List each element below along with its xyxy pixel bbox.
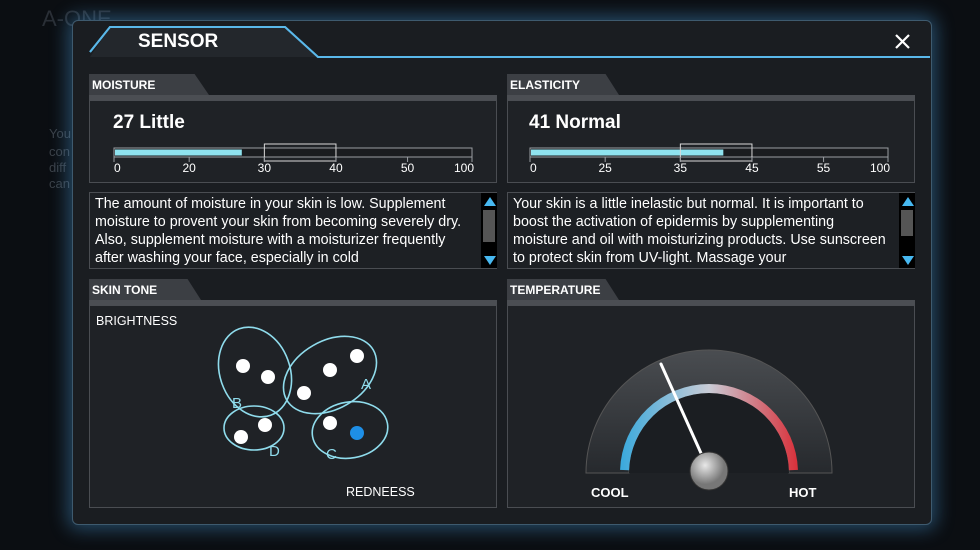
meter-fill: [115, 149, 242, 156]
gauge-scale: [620, 383, 798, 471]
tick-label: 35: [674, 161, 688, 175]
tick-label: 55: [817, 161, 831, 175]
panel-tab: MOISTURE: [89, 74, 209, 95]
group-label: C: [326, 446, 337, 463]
background-text: You: [49, 126, 71, 141]
group-outlines: [217, 326, 389, 460]
elasticity-description: Your skin is a little inelastic but norm…: [507, 192, 915, 269]
moisture-description: The amount of moisture in your skin is l…: [89, 192, 497, 269]
tick-label: 100: [454, 161, 474, 175]
background-text: con: [49, 144, 70, 159]
scroll-thumb[interactable]: [901, 210, 913, 236]
group-label: B: [232, 395, 242, 412]
elasticity-panel: [507, 100, 915, 183]
value: 27: [113, 112, 135, 133]
status: Little: [139, 112, 185, 133]
panel-tab: TEMPERATURE: [507, 279, 619, 300]
background-text: can: [49, 176, 70, 191]
meter-fill: [531, 149, 724, 156]
x-axis-label: REDNEESS: [346, 485, 415, 499]
panel-tab: ELASTICITY: [507, 74, 619, 95]
meters: 0 20 30 40 50 100 0 25 35 45 55 100: [113, 143, 890, 175]
tick-label: 25: [599, 161, 613, 175]
normal-range: [263, 143, 337, 162]
temperature-gauge: [585, 349, 833, 491]
moisture-panel: [89, 100, 497, 183]
group-label: D: [269, 443, 280, 460]
scroll-arrows[interactable]: [484, 197, 914, 265]
normal-range: [679, 143, 753, 162]
background-text: diff: [49, 160, 67, 175]
tick-label: 100: [870, 161, 890, 175]
status: Normal: [555, 112, 621, 133]
gauge-inner: [629, 393, 789, 473]
panel-strip: [89, 95, 497, 100]
value: 41: [529, 112, 551, 133]
panel-strip: [507, 95, 915, 100]
gauge-high-label: HOT: [789, 485, 817, 500]
meter-track: [113, 147, 473, 158]
gauge-needle: [659, 362, 711, 473]
gauge-hub: [689, 451, 729, 491]
current-position: [350, 426, 364, 440]
tick-label: 40: [329, 161, 343, 175]
sample-dots: [234, 349, 364, 444]
tick-label: 0: [530, 161, 537, 175]
tick-label: 20: [183, 161, 197, 175]
y-axis-label: BRIGHTNESS: [96, 314, 177, 328]
group-label: A: [361, 376, 371, 393]
panel-tab: SKIN TONE: [89, 279, 201, 300]
tick-label: 50: [401, 161, 415, 175]
header-edge: [89, 26, 930, 58]
elasticity-reading: 41 Normal: [529, 112, 621, 134]
panel-strip: [507, 300, 915, 305]
tick-label: 45: [745, 161, 759, 175]
gauge-low-label: COOL: [591, 485, 629, 500]
close-button[interactable]: [895, 34, 910, 49]
panel-strip: [89, 300, 497, 305]
moisture-reading: 27 Little: [113, 112, 185, 134]
header-tab: [90, 27, 318, 57]
tick-label: 30: [258, 161, 272, 175]
tick-label: 0: [114, 161, 121, 175]
scroll-thumb[interactable]: [483, 210, 495, 242]
dialog-title: SENSOR: [138, 31, 219, 52]
